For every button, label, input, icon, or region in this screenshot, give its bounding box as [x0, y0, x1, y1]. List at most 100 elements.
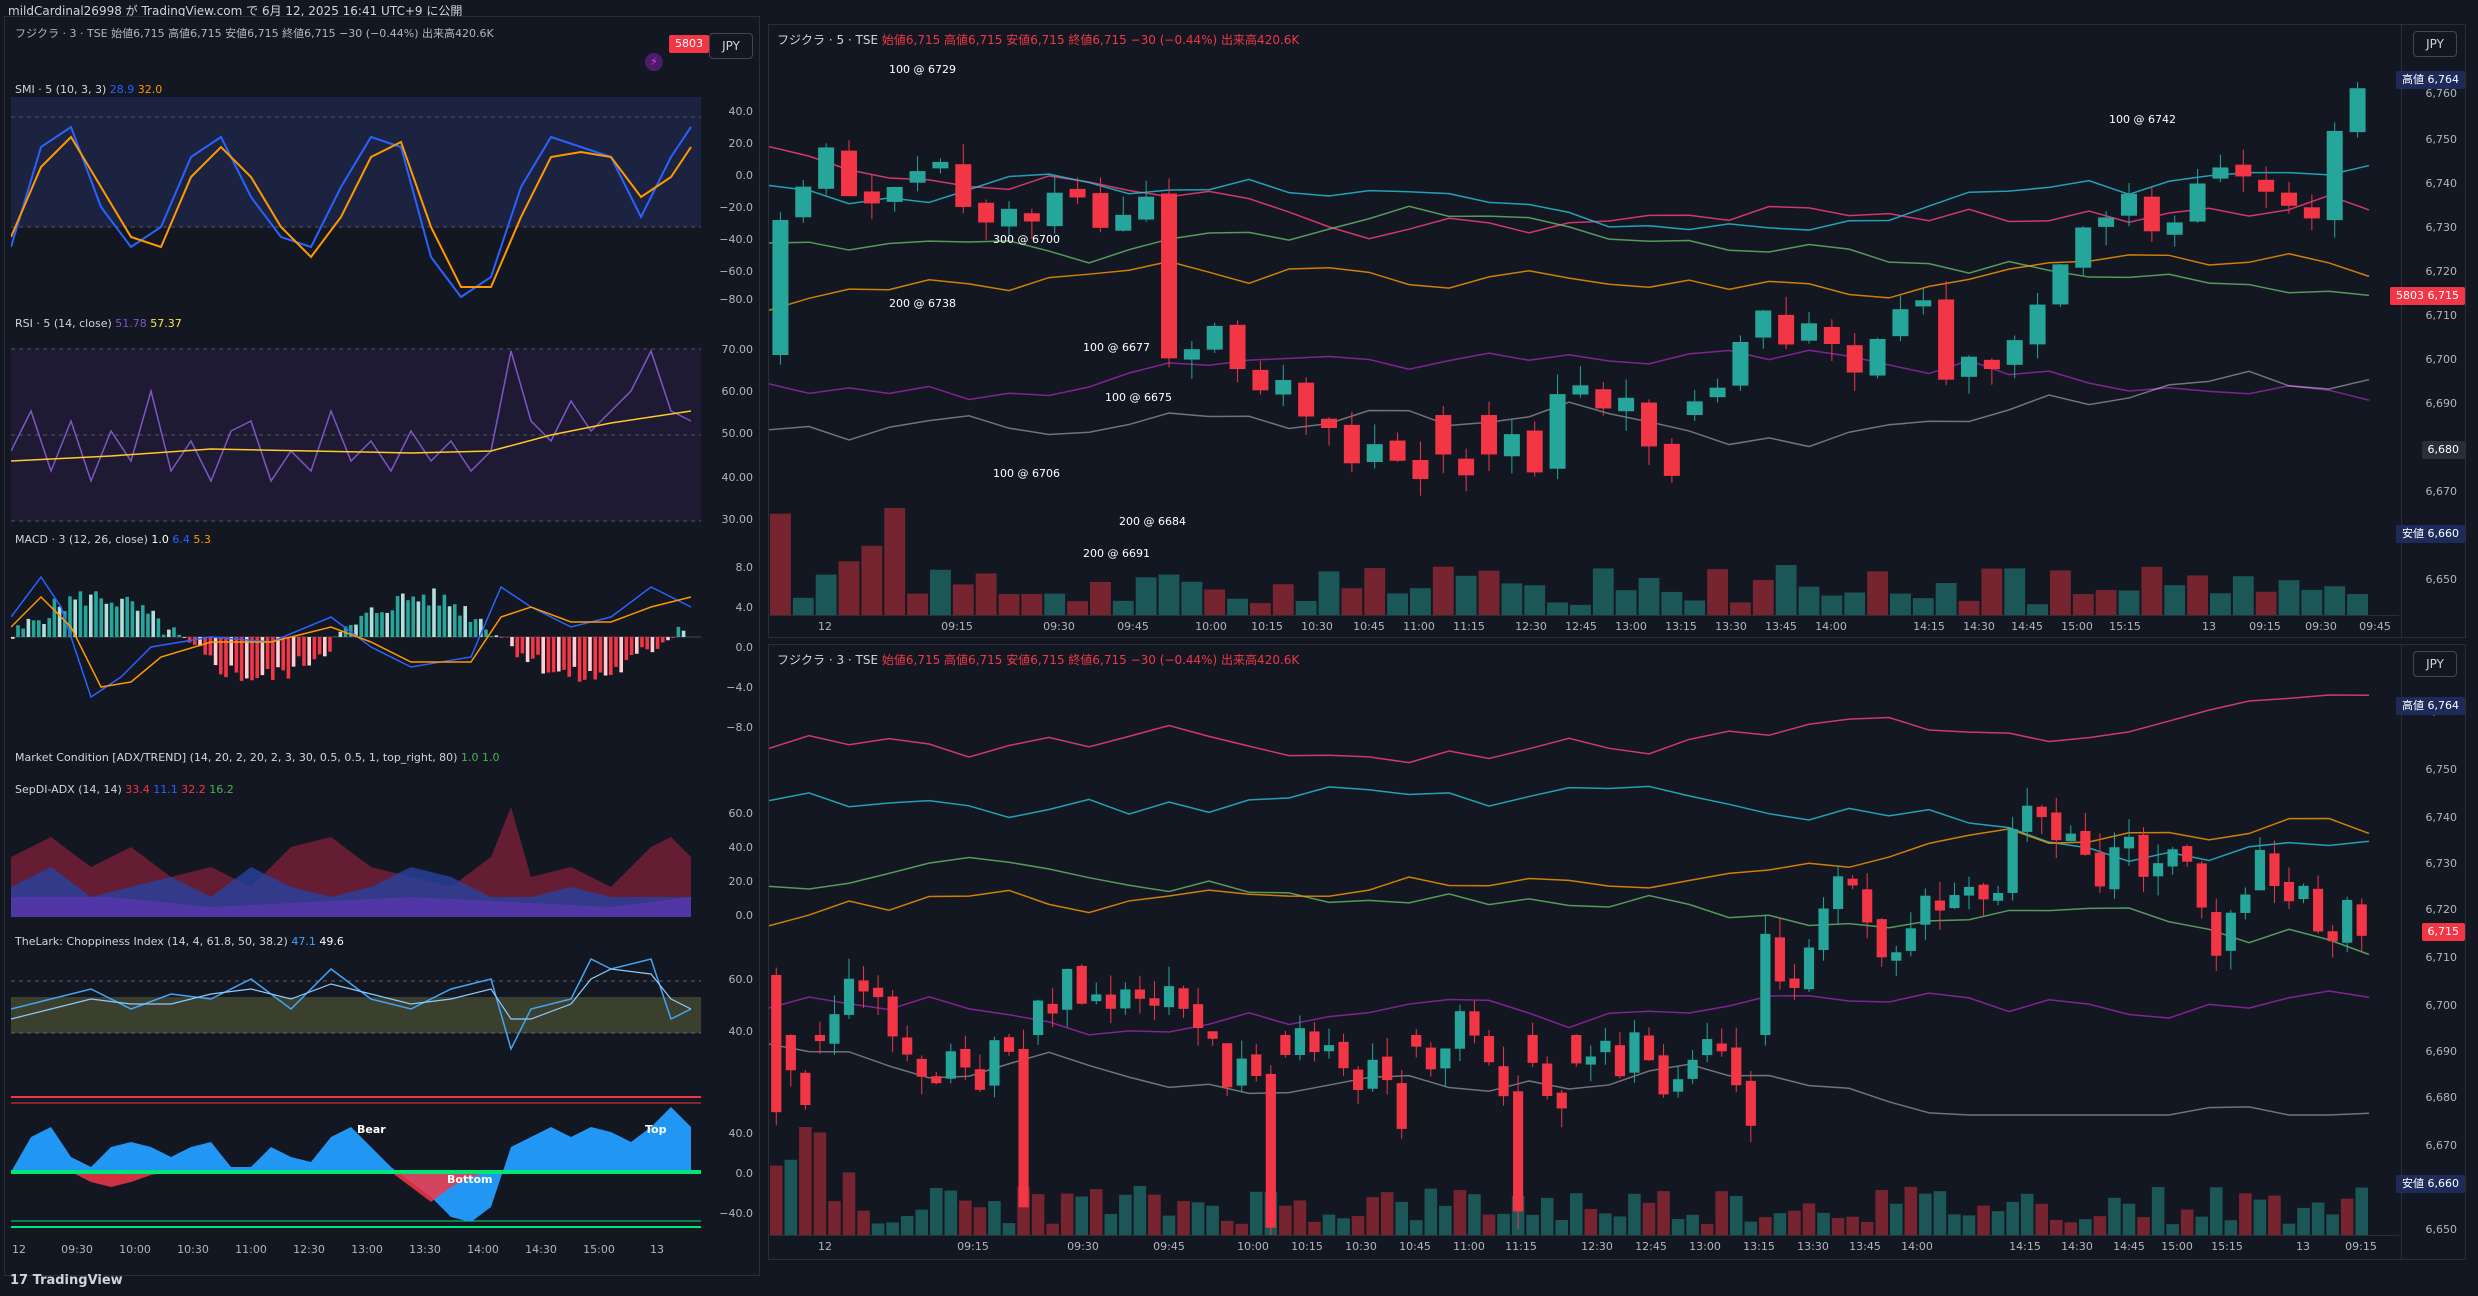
- volume-bar: [1046, 1223, 1059, 1235]
- volume-bar: [1831, 1218, 1845, 1235]
- osc-label-top: Top: [645, 1123, 667, 1136]
- candle-body: [1801, 323, 1817, 341]
- candle-body: [1618, 397, 1635, 412]
- macd-histogram-bar: [655, 637, 660, 649]
- bottom-candles: [769, 694, 2370, 1235]
- macd-histogram-bar: [479, 618, 483, 637]
- rsi-axis: 70.00 60.00 50.00 40.00 30.00: [721, 343, 754, 526]
- candle-body: [1412, 460, 1429, 479]
- bottom-currency-button[interactable]: JPY: [2413, 651, 2457, 677]
- macd-histogram-bar: [510, 637, 514, 647]
- candle-body: [1920, 895, 1931, 925]
- volume-bar: [2195, 1216, 2208, 1235]
- macd-histogram-bar: [302, 637, 306, 666]
- candle-body: [2109, 847, 2120, 890]
- macd-histogram-bar: [536, 637, 540, 655]
- candle-body: [2303, 207, 2320, 219]
- volume-bar: [2311, 1202, 2325, 1235]
- volume-bar: [1322, 1214, 1336, 1235]
- candle-body: [1993, 892, 2004, 901]
- volume-bar: [1773, 1213, 1787, 1235]
- candle-body: [2065, 833, 2076, 842]
- volume-bar: [886, 1222, 899, 1235]
- volume-bar: [1547, 602, 1568, 615]
- volume-bar: [2164, 585, 2186, 615]
- candle-body: [1915, 300, 1932, 307]
- trade-annotation: 100 @ 6675: [1105, 391, 1172, 404]
- volume-bar: [2232, 576, 2254, 615]
- macd-histogram-bar: [645, 637, 649, 650]
- candle-body: [1716, 1043, 1727, 1052]
- macd-histogram-bar: [416, 601, 421, 637]
- top-price-chart[interactable]: フジクラ · 5 · TSE 始値6,715 高値6,715 安値6,715 終…: [768, 24, 2466, 638]
- macd-histogram-bar: [120, 598, 124, 637]
- left-currency-button[interactable]: JPY: [709, 33, 753, 59]
- volume-bar: [1133, 1186, 1147, 1235]
- candle-body: [1163, 986, 1175, 1008]
- macd-histogram-bar: [187, 637, 192, 643]
- candle-body: [2166, 222, 2183, 235]
- candle-body: [945, 1051, 956, 1079]
- volume-bar: [1788, 1210, 1801, 1235]
- macd-histogram-bar: [307, 637, 311, 666]
- volume-bar: [1730, 602, 1751, 615]
- candle-body: [932, 161, 949, 169]
- volume-bar: [1031, 1194, 1045, 1235]
- volume-bar: [2137, 1217, 2150, 1235]
- volume-bar: [1497, 1213, 1510, 1235]
- trade-annotation: 100 @ 6706: [993, 467, 1060, 480]
- tradingview-logo[interactable]: 17 TradingView: [10, 1273, 123, 1288]
- indicator-line: [769, 252, 2370, 311]
- volume-bar: [973, 1207, 987, 1235]
- macd-histogram-bar: [16, 625, 20, 637]
- candle-body: [2143, 196, 2160, 232]
- smi-title: SMI · 5 (10, 3, 3) 28.9 32.0: [15, 83, 163, 96]
- candle-body: [1193, 1004, 1204, 1029]
- volume-bar: [2224, 1220, 2238, 1235]
- volume-bar: [1958, 600, 1980, 615]
- volume-bar: [1044, 593, 1066, 615]
- macd-histogram-bar: [146, 613, 150, 637]
- candle-body: [2283, 881, 2295, 902]
- macd-histogram-bar: [427, 605, 431, 637]
- volume-bar: [1387, 593, 1408, 615]
- bottom-price-chart[interactable]: フジクラ · 3 · TSE 始値6,715 高値6,715 安値6,715 終…: [768, 644, 2466, 1260]
- trade-annotation: 200 @ 6691: [1083, 547, 1150, 560]
- macd-histogram-bar: [411, 596, 415, 637]
- osc-label-bear: Bear: [357, 1123, 386, 1136]
- candle-body: [1481, 415, 1497, 455]
- macd-histogram-bar: [676, 626, 681, 637]
- volume-bar: [1272, 584, 1294, 615]
- volume-bar: [2268, 1195, 2281, 1235]
- volume-bar: [2355, 1187, 2368, 1235]
- macd-histogram-bar: [598, 637, 603, 673]
- macd-histogram-bar: [89, 594, 93, 637]
- candle-body: [989, 1040, 1000, 1086]
- volume-bar: [871, 1223, 885, 1235]
- candle-body: [1789, 978, 1800, 988]
- top-currency-button[interactable]: JPY: [2413, 31, 2457, 57]
- candle-body: [1731, 1047, 1742, 1086]
- volume-bar: [2210, 593, 2231, 615]
- candle-body: [1905, 928, 1916, 951]
- volume-bar: [1933, 1191, 1947, 1235]
- volume-bar: [1279, 1205, 1292, 1235]
- volume-bar: [813, 1132, 827, 1235]
- candle-body: [1105, 994, 1116, 1009]
- volume-bar: [1432, 566, 1454, 615]
- volume-bar: [1977, 1205, 1990, 1235]
- volume-bar: [1846, 1216, 1859, 1235]
- volume-bar: [1890, 1203, 1903, 1235]
- volume-bar: [1700, 1223, 1714, 1235]
- macd-histogram-bar: [26, 618, 31, 637]
- volume-bar: [1860, 1221, 1874, 1235]
- macd-histogram-bar: [437, 605, 441, 637]
- macd-histogram-bar: [68, 596, 72, 637]
- volume-bar: [2347, 594, 2368, 615]
- candle-body: [1366, 444, 1383, 463]
- lightning-icon[interactable]: ⚡: [645, 53, 663, 71]
- left-time-axis: 12 09:30 10:00 10:30 11:00 12:30 13:00 1…: [12, 1243, 664, 1256]
- osc-label-bottom: Bottom: [447, 1173, 493, 1186]
- macd-histogram-bar: [614, 637, 618, 667]
- volume-bar: [2035, 1203, 2048, 1235]
